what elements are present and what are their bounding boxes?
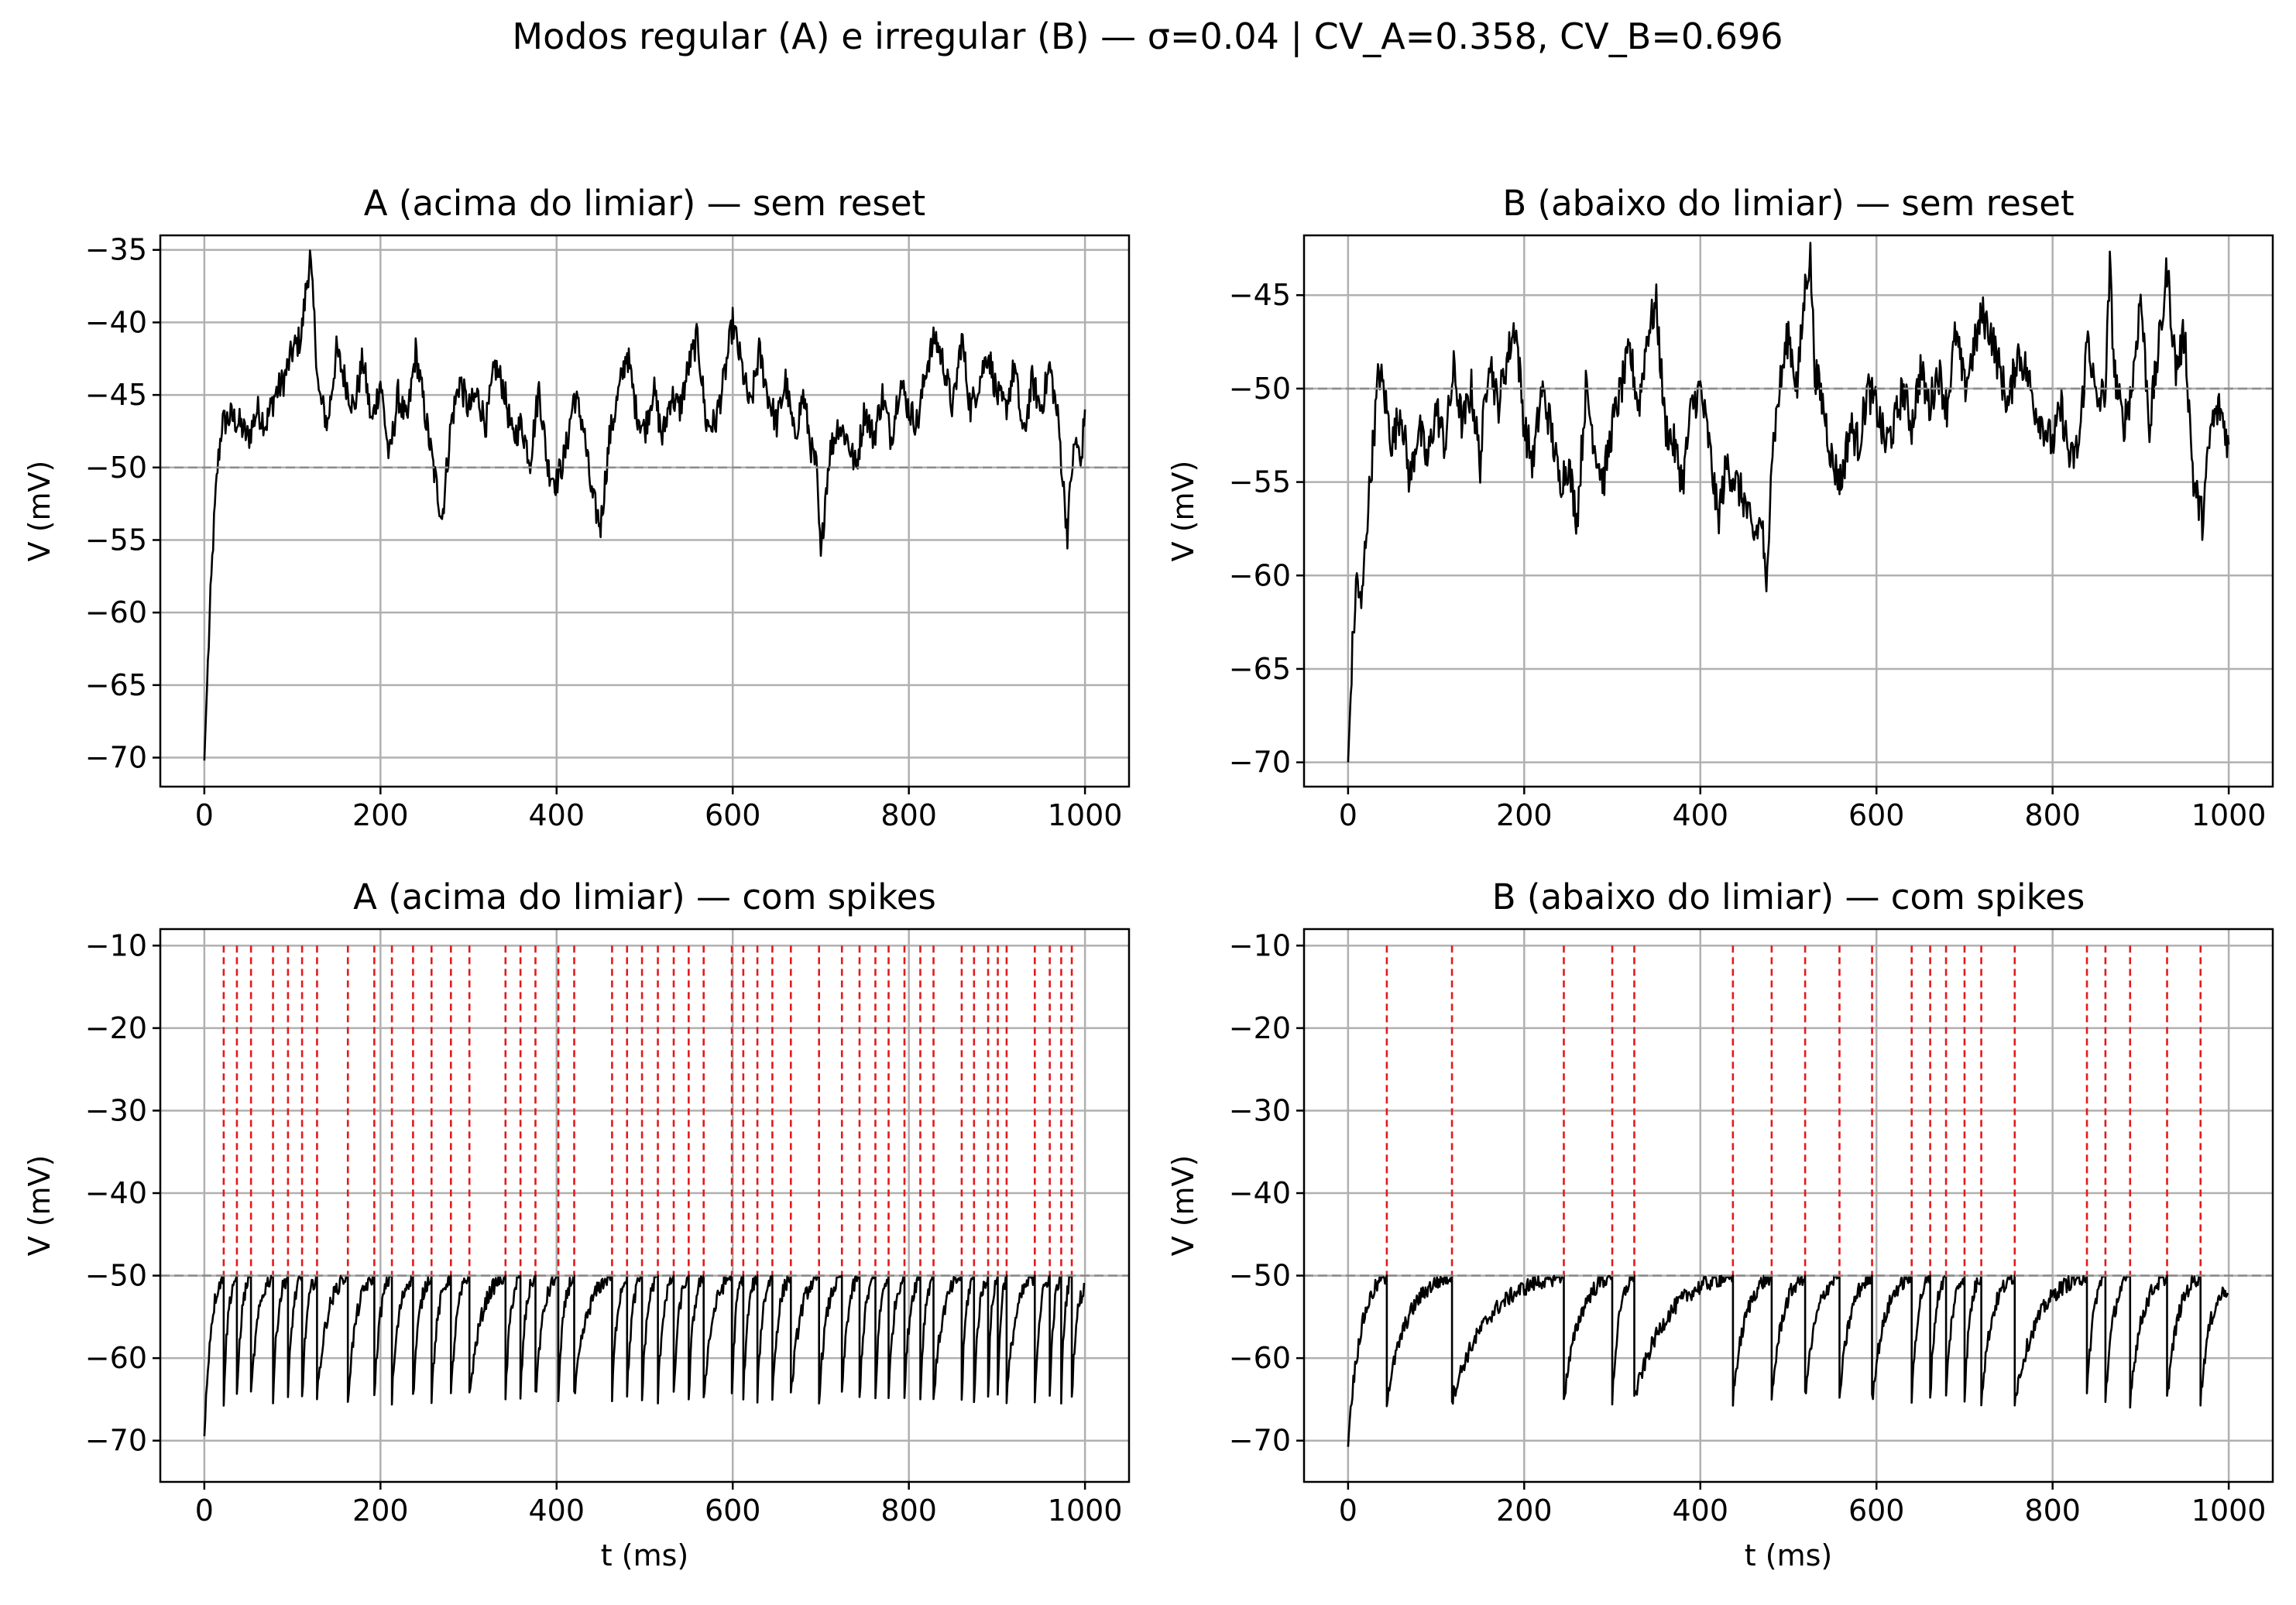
x-tick-label: 400 <box>1673 1494 1729 1528</box>
x-tick-label: 200 <box>352 798 409 832</box>
x-axis-label: t (ms) <box>601 1538 688 1572</box>
axes-frame <box>1302 928 2274 1483</box>
y-tick-label: −30 <box>1229 1093 1291 1127</box>
y-tick-label: −20 <box>1229 1011 1291 1045</box>
x-tick-label: 600 <box>1848 1494 1905 1528</box>
x-tick-label: 800 <box>880 1494 937 1528</box>
y-tick-label: −65 <box>1229 652 1291 686</box>
panel-B_reset: 0 200 400 600 800 1000 −45 −50 −55 −60 −65 −70 B (ab… <box>1166 183 2274 832</box>
x-tick-label: 200 <box>352 1494 409 1528</box>
y-tick-label: −10 <box>85 928 147 962</box>
plot-area <box>160 249 1129 761</box>
figure-title: Modos regular (A) e irregular (B) — σ=0.… <box>512 15 1783 58</box>
y-tick-label: −70 <box>1229 1424 1291 1458</box>
y-tick-label: −70 <box>85 1424 147 1458</box>
plot-area <box>1304 945 2273 1447</box>
y-tick-label: −55 <box>85 523 147 557</box>
x-tick-label: 1000 <box>2191 1494 2267 1528</box>
panel-title: A (acima do limiar) — sem reset <box>364 183 925 224</box>
x-tick-label: 0 <box>1339 798 1357 832</box>
panel-title: B (abaixo do limiar) — sem reset <box>1502 183 2074 224</box>
x-tick-label: 400 <box>1673 798 1729 832</box>
y-tick-label: −50 <box>85 451 147 485</box>
x-tick-label: 600 <box>1848 798 1905 832</box>
y-axis-label: V (mV) <box>22 461 57 562</box>
x-tick-label: 800 <box>880 798 937 832</box>
x-tick-label: 0 <box>195 798 214 832</box>
x-tick-label: 200 <box>1496 798 1553 832</box>
plot-area <box>1304 242 2273 763</box>
x-tick-label: 400 <box>529 1494 585 1528</box>
x-tick-label: 400 <box>529 798 585 832</box>
y-tick-label: −60 <box>85 595 147 629</box>
panel-title: B (abaixo do limiar) — com spikes <box>1492 876 2085 917</box>
y-tick-label: −30 <box>85 1093 147 1127</box>
x-tick-label: 0 <box>195 1494 214 1528</box>
x-tick-label: 1000 <box>1048 1494 1123 1528</box>
plot-area <box>160 945 1129 1437</box>
y-axis-label: V (mV) <box>1166 461 1200 562</box>
voltage-trace <box>203 1274 1086 1437</box>
y-tick-label: −60 <box>1229 1341 1291 1375</box>
voltage-trace <box>1347 242 2230 763</box>
x-tick-label: 600 <box>705 798 761 832</box>
y-tick-label: −35 <box>85 233 147 267</box>
x-tick-label: 800 <box>2024 798 2081 832</box>
x-tick-label: 200 <box>1496 1494 1553 1528</box>
y-tick-label: −60 <box>85 1341 147 1375</box>
panels: 0 200 400 600 800 1000 −35 −40 −45 −50 −55 −60 −65 −7… <box>22 183 2274 1572</box>
y-tick-label: −55 <box>1229 465 1291 499</box>
y-tick-label: −40 <box>1229 1176 1291 1210</box>
y-tick-label: −65 <box>85 668 147 702</box>
y-tick-label: −10 <box>1229 928 1291 962</box>
panel-title: A (acima do limiar) — com spikes <box>353 876 936 917</box>
panel-A_reset: 0 200 400 600 800 1000 −35 −40 −45 −50 −55 −60 −65 −7… <box>22 183 1131 832</box>
y-tick-label: −70 <box>1229 746 1291 780</box>
y-tick-label: −50 <box>1229 1259 1291 1293</box>
voltage-trace <box>203 249 1086 761</box>
y-tick-label: −50 <box>1229 372 1291 406</box>
x-tick-label: 1000 <box>1048 798 1123 832</box>
x-tick-label: 800 <box>2024 1494 2081 1528</box>
x-tick-label: 0 <box>1339 1494 1357 1528</box>
y-tick-label: −45 <box>1229 278 1291 312</box>
y-tick-label: −70 <box>85 741 147 775</box>
x-tick-label: 600 <box>705 1494 761 1528</box>
y-tick-label: −50 <box>85 1259 147 1293</box>
voltage-trace <box>1347 1274 2229 1447</box>
y-tick-label: −40 <box>85 305 147 339</box>
y-tick-label: −60 <box>1229 558 1291 592</box>
y-axis-label: V (mV) <box>22 1155 57 1257</box>
y-tick-label: −20 <box>85 1011 147 1045</box>
axes-frame <box>159 928 1131 1483</box>
y-tick-label: −45 <box>85 378 147 412</box>
panel-A_spikes: 0 200 400 600 800 1000 −10 −20 −30 −40 −50 −60 −70 A … <box>22 876 1131 1572</box>
x-axis-label: t (ms) <box>1745 1538 1832 1572</box>
axes-frame <box>159 234 1131 788</box>
y-tick-label: −40 <box>85 1176 147 1210</box>
x-tick-label: 1000 <box>2191 798 2267 832</box>
axes-frame <box>1302 234 2274 788</box>
y-axis-label: V (mV) <box>1166 1155 1200 1257</box>
panel-B_spikes: 0 200 400 600 800 1000 −10 −20 −30 −40 −50 −60 −70 B … <box>1166 876 2274 1572</box>
